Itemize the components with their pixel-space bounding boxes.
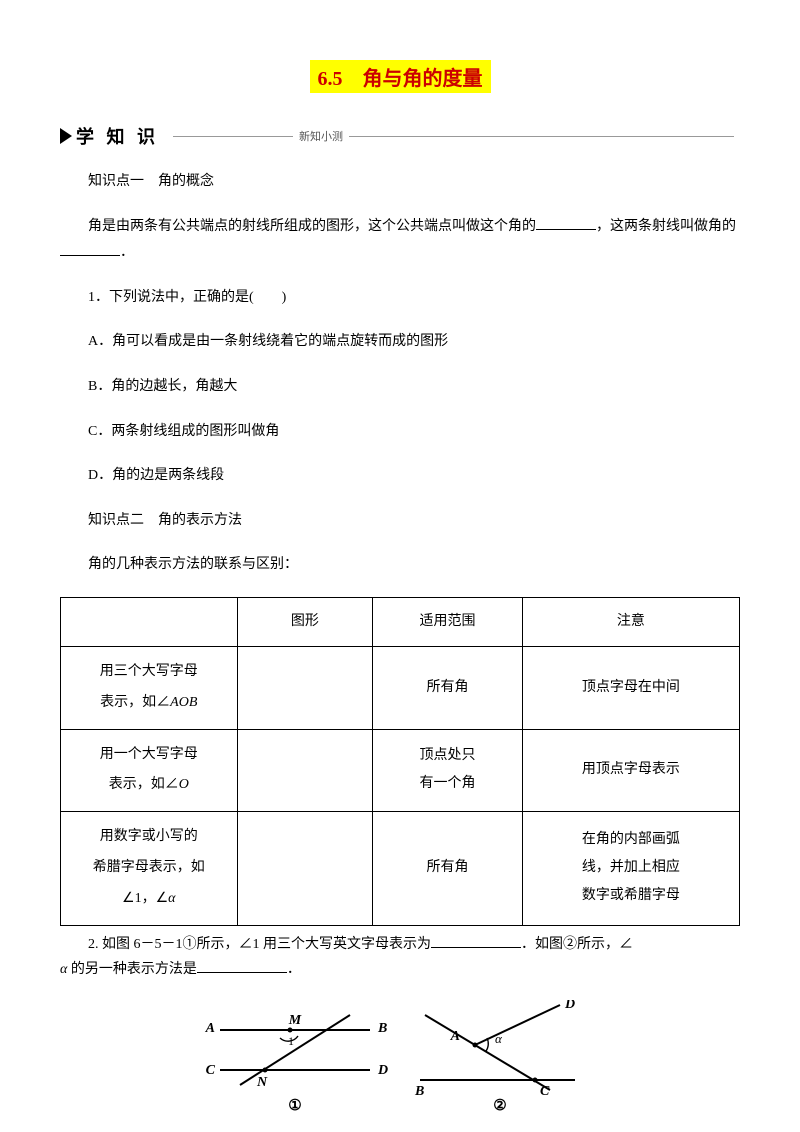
diagram-figure-6-5-1: A M B C N D 1 ① A D B C α ② (60, 1000, 740, 1130)
q2-text-d: ． (287, 962, 301, 977)
cell-text: 表示，如∠ (109, 777, 179, 792)
knowledge-point-2-title: 知识点二 角的表示方法 (60, 508, 740, 535)
table-cell-note: 用顶点字母表示 (522, 729, 739, 812)
table-cell-scope: 所有角 (373, 812, 522, 925)
cell-text: 希腊字母表示，如 (93, 860, 205, 875)
cell-text: 数字或希腊字母 (582, 888, 680, 903)
question-1-option-b: B．角的边越长，角越大 (60, 374, 740, 401)
angle-representation-table: 图形 适用范围 注意 用三个大写字母 表示，如∠AOB 所有角 顶点字母在中间 … (60, 597, 740, 926)
table-cell-scope: 所有角 (373, 646, 522, 729)
label-N: N (256, 1075, 268, 1090)
kp1-text-a: 角是由两条有公共端点的射线所组成的图形，这个公共端点叫做这个角的 (88, 219, 536, 234)
cell-text: 表示，如∠ (100, 695, 170, 710)
question-1-stem: 1．下列说法中，正确的是( ) (60, 285, 740, 312)
label-D2: D (564, 1000, 575, 1012)
label-alpha: α (495, 1031, 503, 1046)
q2-text-a: 2. 如图 6－5－1①所示，∠1 用三个大写英文字母表示为 (88, 937, 431, 952)
table-header-note: 注意 (522, 597, 739, 646)
q2-line1: 2. 如图 6－5－1①所示，∠1 用三个大写英文字母表示为 ．如图②所示，∠ (60, 932, 633, 957)
label-D: D (377, 1063, 388, 1078)
table-cell: 用数字或小写的 希腊字母表示，如 ∠1，∠α (61, 812, 238, 925)
table-header-scope: 适用范围 (373, 597, 522, 646)
label-M: M (288, 1013, 302, 1028)
table-cell-figure (237, 646, 373, 729)
section-label: 学 知 识 (76, 123, 159, 149)
label-C: C (206, 1063, 216, 1078)
table-cell-note: 顶点字母在中间 (522, 646, 739, 729)
table-cell-figure (237, 729, 373, 812)
cell-text: ∠1，∠ (122, 891, 168, 906)
table-cell-figure (237, 812, 373, 925)
table-header-blank (61, 597, 238, 646)
kp1-text-c: ． (120, 245, 134, 260)
knowledge-point-1-title: 知识点一 角的概念 (60, 169, 740, 196)
fill-blank[interactable] (197, 959, 287, 973)
q2-text-b: ．如图②所示，∠ (521, 937, 633, 952)
table-header-figure: 图形 (237, 597, 373, 646)
table-row: 图形 适用范围 注意 (61, 597, 740, 646)
cell-italic: α (168, 891, 175, 906)
section-header: 学 知 识 新知小测 (60, 123, 740, 149)
label-C2: C (540, 1084, 550, 1099)
fill-blank[interactable] (60, 242, 120, 256)
label-A2: A (450, 1029, 460, 1044)
cell-text: 用数字或小写的 (100, 829, 198, 844)
fill-blank[interactable] (431, 934, 521, 948)
question-1-option-d: D．角的边是两条线段 (60, 463, 740, 490)
section-note: 新知小测 (299, 128, 343, 144)
cell-text: 有一个角 (420, 776, 476, 791)
table-cell-note: 在角的内部画弧 线，并加上相应 数字或希腊字母 (522, 812, 739, 925)
circled-2-icon: ② (493, 1098, 506, 1114)
kp1-text-b: ，这两条射线叫做角的 (596, 219, 736, 234)
geometry-diagram-svg: A M B C N D 1 ① A D B C α ② (200, 1000, 600, 1125)
circled-1-icon: ① (288, 1098, 301, 1114)
cell-italic: O (179, 777, 189, 792)
label-B2: B (414, 1084, 424, 1099)
knowledge-point-2-intro: 角的几种表示方法的联系与区别： (60, 552, 740, 579)
question-1-option-c: C．两条射线组成的图形叫做角 (60, 419, 740, 446)
cell-italic: AOB (170, 695, 197, 710)
knowledge-point-1-text: 角是由两条有公共端点的射线所组成的图形，这个公共端点叫做这个角的 ，这两条射线叫做… (60, 214, 740, 267)
fill-blank[interactable] (536, 216, 596, 230)
label-A: A (205, 1021, 215, 1036)
table-cell: 用三个大写字母 表示，如∠AOB (61, 646, 238, 729)
question-2-text: 2. 如图 6－5－1①所示，∠1 用三个大写英文字母表示为．如图②所示，∠ α… (60, 932, 740, 982)
divider-line (173, 136, 293, 137)
page-title: 6.5 角与角的度量 (310, 60, 491, 93)
cell-text: 用一个大写字母 (100, 747, 198, 762)
divider-line (349, 136, 734, 137)
paragraph-mark-icon (60, 128, 72, 144)
question-1-option-a: A．角可以看成是由一条射线绕着它的端点旋转而成的图形 (60, 329, 740, 356)
cell-text: 在角的内部画弧 (582, 832, 680, 847)
q2-text-c: 的另一种表示方法是 (67, 962, 197, 977)
cell-text: 线，并加上相应 (582, 860, 680, 875)
label-B: B (377, 1021, 387, 1036)
cell-text: 用三个大写字母 (100, 664, 198, 679)
table-cell-scope: 顶点处只 有一个角 (373, 729, 522, 812)
table-row: 用三个大写字母 表示，如∠AOB 所有角 顶点字母在中间 (61, 646, 740, 729)
cell-text: 顶点处只 (420, 748, 476, 763)
table-cell: 用一个大写字母 表示，如∠O (61, 729, 238, 812)
table-row: 用数字或小写的 希腊字母表示，如 ∠1，∠α 所有角 在角的内部画弧 线，并加上… (61, 812, 740, 925)
table-row: 用一个大写字母 表示，如∠O 顶点处只 有一个角 用顶点字母表示 (61, 729, 740, 812)
